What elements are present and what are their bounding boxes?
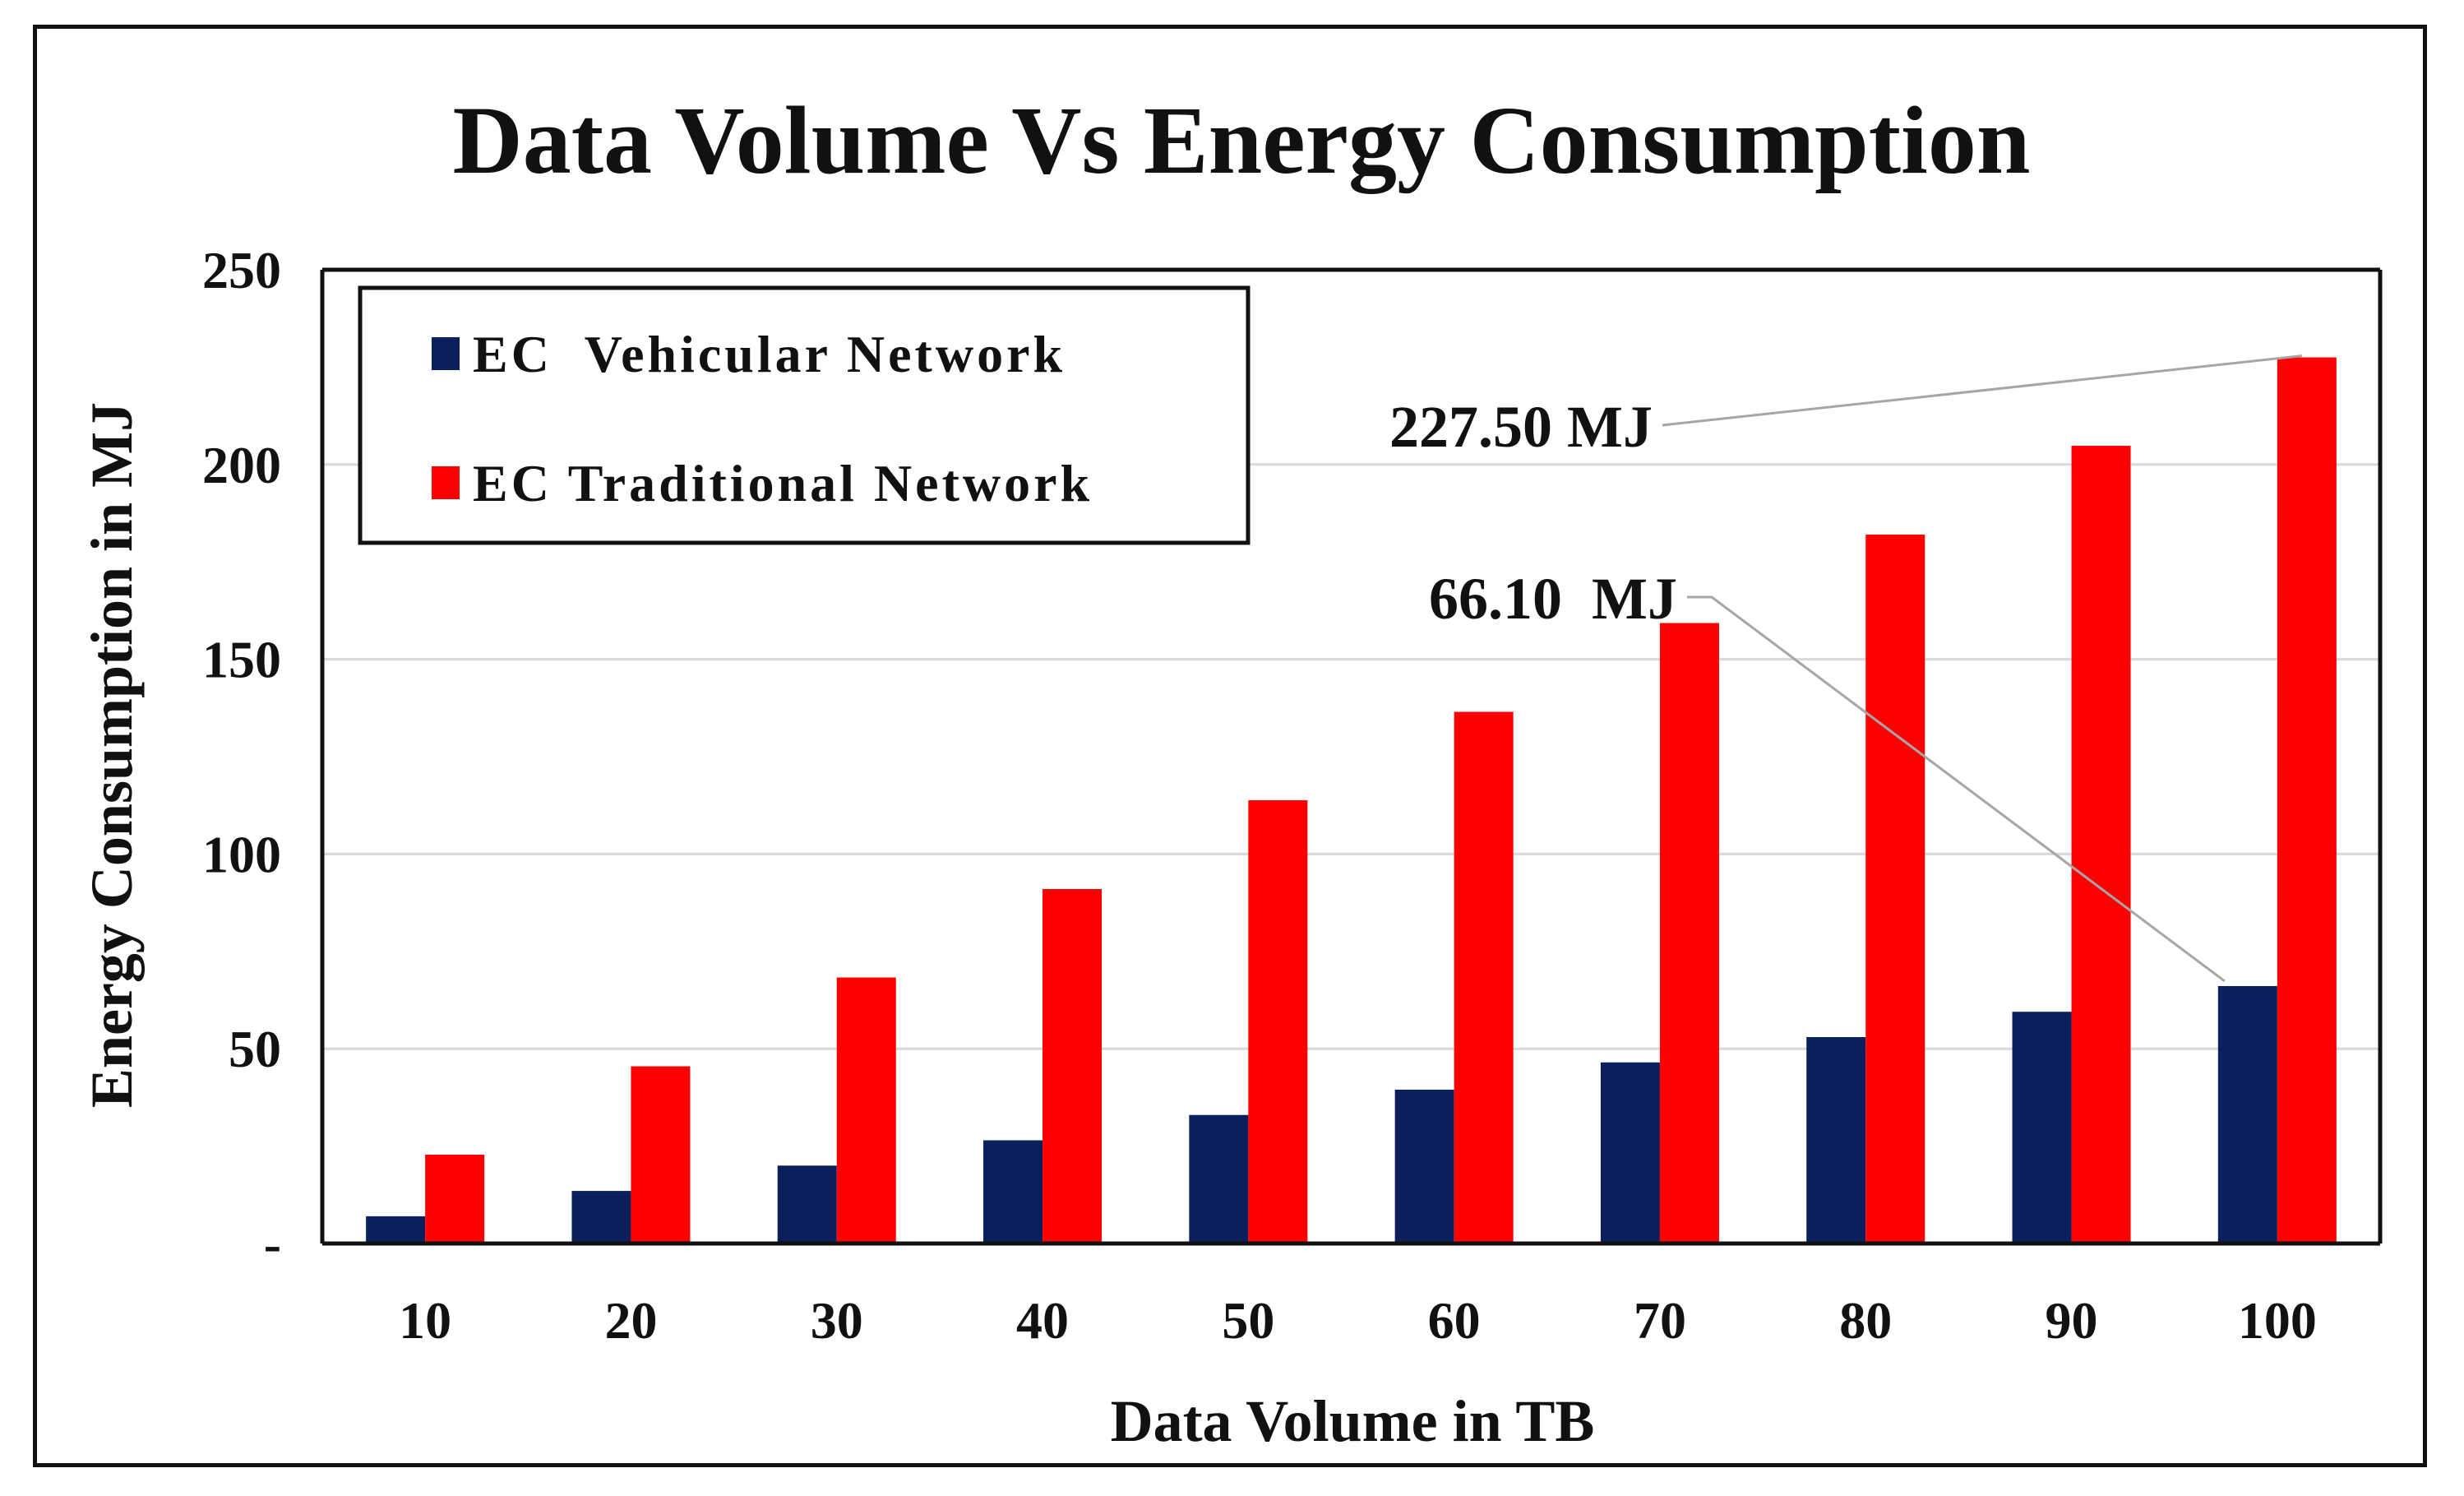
- x-tick-label-70: 70: [1634, 1291, 1686, 1350]
- x-axis-title: Data Volume in TB: [1111, 1388, 1595, 1454]
- bar-traditional-100: [2277, 357, 2337, 1244]
- y-tick-labels: - 50 100 150 200 250: [202, 241, 281, 1273]
- x-tick-label-90: 90: [2046, 1291, 2098, 1350]
- bars: [366, 357, 2337, 1244]
- bar-vehicular-30: [777, 1165, 837, 1244]
- bar-traditional-20: [631, 1066, 691, 1244]
- x-tick-labels: 10 20 30 40 50 60 70 80 90 100: [399, 1291, 2317, 1350]
- annotation-leader-0: [1662, 354, 2303, 427]
- bar-vehicular-70: [1600, 1062, 1660, 1244]
- annotation-vehicular-100: 66.10 MJ: [1429, 566, 1677, 632]
- bar-vehicular-100: [2217, 985, 2277, 1244]
- legend-label-vehicular: EC Vehicular Network: [473, 325, 1066, 383]
- bar-vehicular-90: [2012, 1012, 2072, 1244]
- chart-title: Data Volume Vs Energy Consumption: [453, 86, 2031, 194]
- legend-box: [358, 285, 1250, 545]
- bar-traditional-80: [1865, 535, 1925, 1244]
- bar-vehicular-40: [983, 1140, 1043, 1244]
- y-tick-label-100: 100: [202, 825, 281, 883]
- bar-vehicular-50: [1189, 1114, 1249, 1244]
- x-tick-label-10: 10: [399, 1291, 451, 1350]
- x-tick-label-60: 60: [1428, 1291, 1481, 1350]
- bar-traditional-50: [1248, 800, 1308, 1244]
- bar-traditional-10: [425, 1155, 485, 1244]
- annotation-leader-1: [1687, 595, 2226, 983]
- y-tick-label-50: 50: [229, 1020, 281, 1078]
- annotation-traditional-100: 227.50 MJ: [1389, 394, 1653, 460]
- bar-traditional-90: [2071, 446, 2131, 1244]
- x-tick-label-50: 50: [1222, 1291, 1274, 1350]
- y-tick-label-150: 150: [202, 631, 281, 689]
- bar-traditional-40: [1042, 889, 1103, 1244]
- legend-label-traditional: EC Traditional Network: [473, 454, 1093, 512]
- x-tick-label-80: 80: [1839, 1291, 1892, 1350]
- y-tick-label-250: 250: [202, 241, 281, 299]
- y-axis-title: Energy Consumption in MJ: [79, 402, 145, 1108]
- x-tick-label-40: 40: [1016, 1291, 1069, 1350]
- bar-vehicular-10: [366, 1216, 426, 1244]
- annotation-leaders: [1662, 354, 2303, 983]
- bar-traditional-70: [1659, 623, 1719, 1244]
- legend-swatch-vehicular: [432, 337, 460, 370]
- x-tick-label-100: 100: [2238, 1291, 2317, 1350]
- legend-swatch-traditional: [432, 466, 460, 499]
- y-tick-label-0: -: [264, 1215, 281, 1273]
- legend: EC Vehicular Network EC Traditional Netw…: [358, 285, 1250, 545]
- x-tick-label-20: 20: [604, 1291, 657, 1350]
- x-tick-label-30: 30: [811, 1291, 863, 1350]
- y-tick-label-200: 200: [202, 436, 281, 494]
- bar-traditional-60: [1454, 711, 1514, 1244]
- bar-vehicular-80: [1806, 1036, 1866, 1244]
- bar-vehicular-20: [571, 1191, 631, 1244]
- bar-traditional-30: [836, 977, 896, 1244]
- bar-vehicular-60: [1394, 1089, 1454, 1244]
